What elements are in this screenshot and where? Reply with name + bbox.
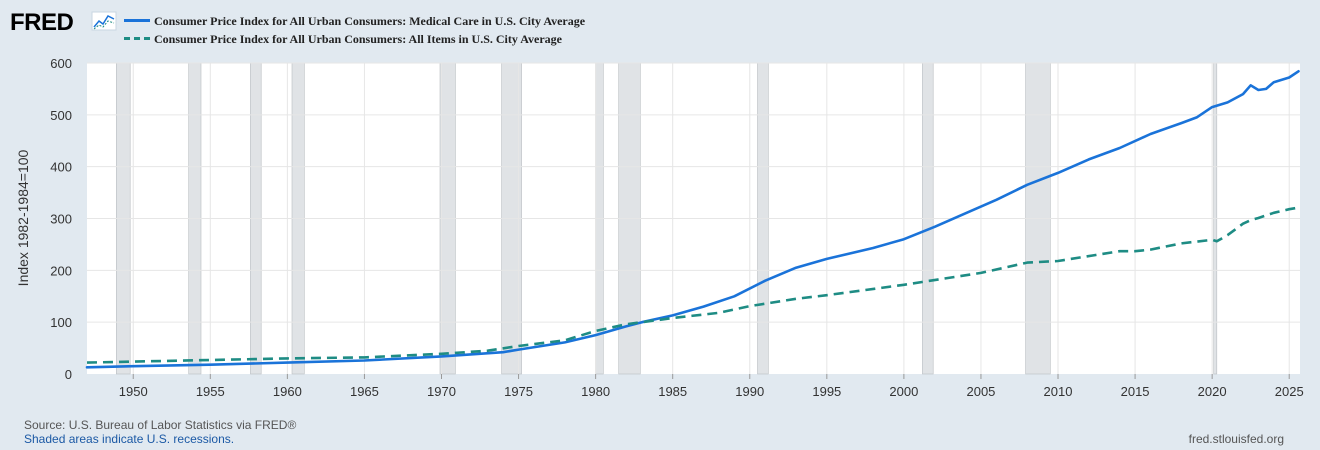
y-axis-title: Index 1982-1984=100 xyxy=(15,149,31,286)
x-tick-label: 1965 xyxy=(350,384,379,399)
x-tick-label: 1985 xyxy=(658,384,687,399)
x-tick-label: 1955 xyxy=(196,384,225,399)
series-line-all-items[interactable] xyxy=(86,206,1299,364)
x-tick-label: 2005 xyxy=(966,384,995,399)
x-tick-label: 1980 xyxy=(581,384,610,399)
x-tick-label: 1960 xyxy=(273,384,302,399)
y-tick-label: 200 xyxy=(50,263,72,278)
y-tick-label: 400 xyxy=(50,160,72,175)
legend-label-all-items: Consumer Price Index for All Urban Consu… xyxy=(154,32,563,46)
source-note: Source: U.S. Bureau of Labor Statistics … xyxy=(24,418,297,432)
line-chart-icon xyxy=(91,11,117,31)
y-tick-label: 500 xyxy=(50,108,72,123)
recession-note-link[interactable]: Shaded areas indicate U.S. recessions. xyxy=(24,432,235,446)
x-tick-label: 2010 xyxy=(1044,384,1073,399)
x-tick-label: 1970 xyxy=(427,384,456,399)
x-tick-label: 2000 xyxy=(889,384,918,399)
fred-logo[interactable]: FRED xyxy=(10,9,74,36)
y-tick-label: 100 xyxy=(50,315,72,330)
y-tick-label: 300 xyxy=(50,212,72,227)
y-axis-ticks: 0 100 200 300 400 500 600 xyxy=(50,56,72,382)
y-tick-label: 600 xyxy=(50,56,72,71)
legend-label-medical: Consumer Price Index for All Urban Consu… xyxy=(154,14,586,28)
x-tick-label: 2015 xyxy=(1121,384,1150,399)
y-tick-label: 0 xyxy=(65,367,72,382)
x-tick-label: 1975 xyxy=(504,384,533,399)
gridlines xyxy=(87,62,1300,374)
site-url[interactable]: fred.stlouisfed.org xyxy=(1188,432,1284,446)
x-tick-label: 2025 xyxy=(1275,384,1304,399)
series-line-medical-care[interactable] xyxy=(85,70,1300,369)
x-tick-label: 2020 xyxy=(1198,384,1227,399)
x-tick-label: 1950 xyxy=(119,384,148,399)
legend: Consumer Price Index for All Urban Consu… xyxy=(124,14,586,46)
series-lines xyxy=(85,70,1300,369)
x-tick-label: 1990 xyxy=(735,384,764,399)
x-axis-ticks: 1950 1955 1960 1965 1970 1975 1980 1985 1990 1995… xyxy=(119,374,1304,399)
x-tick-label: 1995 xyxy=(812,384,841,399)
